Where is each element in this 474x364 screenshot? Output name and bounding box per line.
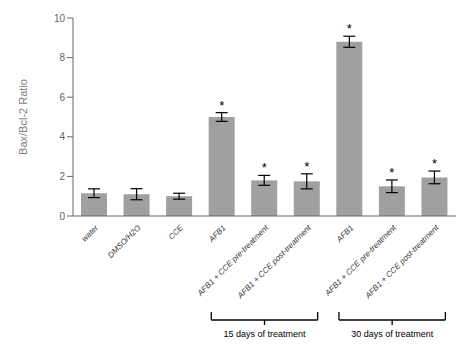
svg-text:6: 6 [59,92,65,103]
svg-text:*: * [432,156,437,171]
svg-text:30 days of treatment: 30 days of treatment [351,329,434,339]
svg-text:0: 0 [59,211,65,222]
svg-text:2: 2 [59,171,65,182]
svg-text:DMSO/H2O: DMSO/H2O [106,223,143,260]
svg-text:AFB1: AFB1 [206,223,227,244]
svg-text:*: * [219,98,224,113]
svg-text:CCE: CCE [167,223,186,242]
svg-text:*: * [389,165,394,180]
svg-text:15 days of treatment: 15 days of treatment [223,329,306,339]
svg-text:AFB1 + CCE pre-treatment: AFB1 + CCE pre-treatment [323,223,399,299]
svg-text:10: 10 [54,13,66,24]
svg-text:*: * [347,21,352,36]
svg-text:8: 8 [59,52,65,63]
svg-text:Bax/Bcl-2 Ratio: Bax/Bcl-2 Ratio [17,79,29,155]
svg-text:water: water [80,223,100,243]
svg-text:4: 4 [59,131,65,142]
svg-text:AFB1 + CCE post-treatment: AFB1 + CCE post-treatment [235,223,313,301]
svg-text:*: * [262,160,267,175]
svg-text:*: * [304,159,309,174]
svg-text:AFB1 + CCE pre-treatment: AFB1 + CCE pre-treatment [195,223,271,299]
svg-text:AFB1 + CCE post-treatment: AFB1 + CCE post-treatment [363,223,441,301]
svg-text:AFB1: AFB1 [334,223,355,244]
